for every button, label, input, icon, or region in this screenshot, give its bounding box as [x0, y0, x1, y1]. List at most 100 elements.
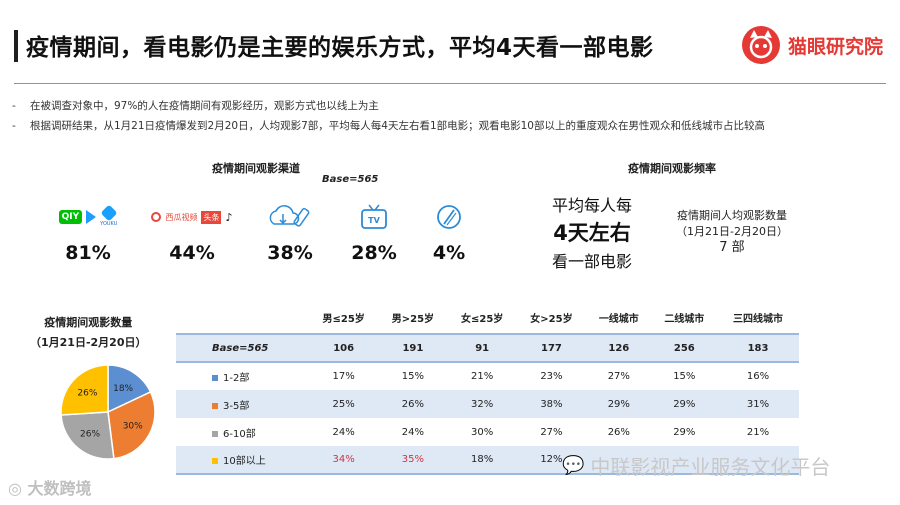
table-cell: 15% — [401, 371, 425, 382]
channel-pct: 44% — [169, 242, 215, 264]
table-cell: 126 — [586, 333, 652, 363]
row-label: 1-2部 — [176, 362, 309, 390]
channel-download: 38% — [260, 200, 320, 264]
table-cell: 38% — [516, 390, 587, 418]
pie-slice-label: 18% — [113, 384, 133, 394]
title-accent-bar — [14, 30, 18, 62]
table-row: 10部以上 34% 35% 18% 12% — [176, 446, 799, 475]
bullet-item: - 在被调查对象中，97%的人在疫情期间有观影经历，观影方式也以线上为主 — [12, 100, 379, 112]
brand-name: 猫眼研究院 — [788, 35, 884, 58]
header-divider — [14, 83, 886, 84]
wechat-icon: 💬 — [562, 455, 585, 476]
col-header: 女>25岁 — [530, 314, 573, 325]
pie-slice-label: 26% — [80, 430, 100, 440]
frequency-average: 疫情期间人均观影数量 （1月21日-2月20日） 7 部 — [676, 209, 788, 255]
legend-swatch — [212, 430, 218, 437]
table-cell: 15% — [673, 371, 696, 382]
row-label: 3-5部 — [176, 390, 309, 418]
table-cell: 191 — [378, 333, 448, 363]
table-cell: 17% — [332, 371, 355, 382]
table-cell: 183 — [717, 333, 799, 363]
table-cell: 24% — [401, 426, 425, 438]
summary-bullets: - 在被调查对象中，97%的人在疫情期间有观影经历，观影方式也以线上为主 - 根据调… — [12, 96, 765, 136]
pie-slice — [107, 364, 152, 414]
col-header: 女≤25岁 — [461, 314, 504, 325]
table-cell: 24% — [332, 426, 355, 438]
channel-streaming: QIY YOUKU 81% — [46, 200, 130, 264]
table-cell: 16% — [746, 371, 770, 382]
table-row: 6-10部 24% 24% 30% 27% 26% 29% 21% — [176, 418, 799, 446]
frequency-title: 疫情期间观影频率 — [628, 162, 716, 175]
table-cell: 27% — [607, 371, 630, 382]
table-cell: 26% — [378, 390, 448, 418]
col-header: 男>25岁 — [391, 314, 435, 325]
table-cell: 26% — [607, 426, 630, 438]
table-cell: 18% — [447, 446, 517, 475]
channel-pct: 38% — [267, 242, 313, 264]
channel-pct: 4% — [432, 242, 466, 264]
table-cell: 21% — [471, 371, 494, 382]
pie-slice — [107, 390, 156, 460]
table-cell: 106 — [309, 333, 379, 363]
tv-icon: TV — [346, 200, 402, 234]
cat-logo-icon — [742, 26, 780, 64]
table-cell: 25% — [309, 390, 379, 418]
table-cell — [717, 446, 799, 475]
bullet-item: - 根据调研结果，从1月21日疫情爆发到2月20日，人均观影7部，平均每人每4天左… — [12, 120, 765, 132]
streaming-apps-icon: QIY YOUKU — [46, 200, 130, 234]
pie-slice — [60, 364, 109, 416]
col-header: 三四线城市 — [733, 314, 784, 325]
table-row: 3-5部 25% 26% 32% 38% 29% 29% 31% — [176, 390, 799, 418]
count-pie-chart: 18% 30% 26% 26% — [60, 364, 156, 460]
legend-swatch — [212, 458, 218, 464]
watermark-logo-icon: ◎ — [8, 479, 28, 498]
frequency-headline: 平均每人每 4天左右 看一部电影 — [552, 196, 633, 271]
short-video-apps-icon: 西瓜视频 头条 ♪ — [142, 200, 242, 234]
channel-disc: 4% — [424, 200, 474, 264]
channels-base: Base=565 — [322, 174, 379, 185]
svg-text:TV: TV — [368, 216, 380, 225]
row-label: 6-10部 — [176, 418, 309, 446]
brand-logo: 猫眼研究院 — [742, 26, 883, 64]
table-header-row: 男≤25岁 男>25岁 女≤25岁 女>25岁 一线城市 二线城市 三四线城市 — [176, 302, 799, 334]
table-cell: 256 — [651, 333, 718, 363]
table-cell: 29% — [651, 390, 718, 418]
row-label: 10部以上 — [176, 446, 309, 475]
pie-slice-label: 30% — [123, 422, 143, 432]
page-title: 疫情期间，看电影仍是主要的娱乐方式，平均4天看一部电影 — [26, 35, 654, 61]
table-cell-highlight: 35% — [378, 446, 448, 475]
col-header: 二线城市 — [664, 314, 705, 325]
table-cell — [586, 446, 652, 475]
table-cell: 12% — [516, 446, 587, 475]
watermark-right: 💬 中联影视产业服务文化平台 — [562, 455, 831, 479]
channel-tv: TV 28% — [346, 200, 402, 264]
table-cell: 27% — [540, 426, 563, 438]
channel-short-video: 西瓜视频 头条 ♪ 44% — [142, 200, 242, 264]
col-header: 男≤25岁 — [322, 314, 365, 325]
legend-swatch — [212, 402, 218, 409]
channel-pct: 28% — [351, 242, 397, 264]
pie-slice — [60, 411, 115, 460]
table-cell: 21% — [746, 426, 770, 438]
table-cell: 31% — [717, 390, 799, 418]
table-row: 1-2部 17% 15% 21% 23% 27% 15% 16% — [176, 362, 799, 390]
table-cell: 23% — [540, 371, 563, 382]
table-cell: 177 — [516, 333, 587, 363]
table-cell: 32% — [447, 390, 517, 418]
table-cell-highlight: 34% — [309, 446, 379, 475]
col-header: 一线城市 — [598, 314, 639, 325]
disc-icon — [424, 200, 474, 234]
table-cell: 29% — [586, 390, 652, 418]
row-label: Base=565 — [176, 333, 309, 363]
table-cell: 30% — [471, 426, 494, 438]
legend-swatch — [212, 375, 218, 381]
count-title: 疫情期间观影数量 （1月21日-2月20日） — [30, 316, 147, 349]
count-breakdown-table: 男≤25岁 男>25岁 女≤25岁 女>25岁 一线城市 二线城市 三四线城市 … — [176, 302, 799, 475]
channel-pct: 81% — [65, 242, 111, 264]
table-cell: 29% — [673, 426, 696, 438]
watermark-left: ◎ 大数跨境 — [8, 479, 92, 498]
pie-slice-label: 26% — [77, 389, 97, 399]
download-icon — [260, 200, 320, 234]
table-cell — [651, 446, 718, 475]
channels-title: 疫情期间观影渠道 — [212, 162, 300, 175]
